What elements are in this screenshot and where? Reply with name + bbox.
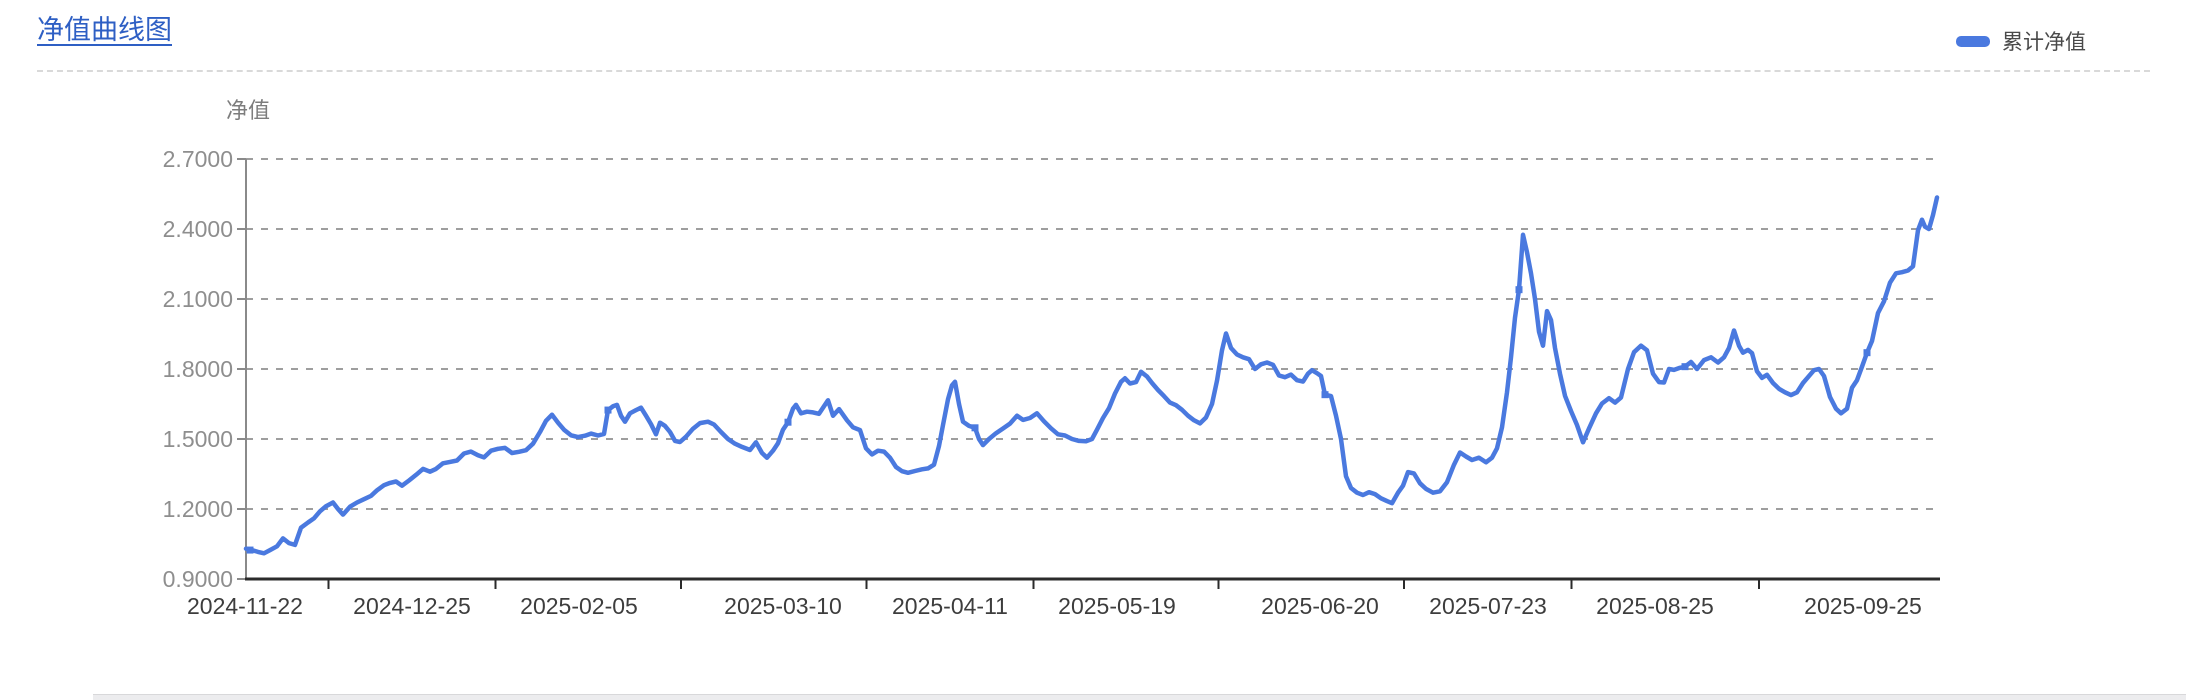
data-point-marker — [1321, 391, 1329, 399]
data-point-marker — [604, 406, 612, 414]
y-tick-label: 1.8000 — [163, 356, 233, 382]
x-tick-label: 2025-09-25 — [1804, 593, 1922, 619]
y-tick-label: 0.9000 — [163, 566, 233, 592]
axes — [237, 158, 1940, 589]
chart-title-link[interactable]: 净值曲线图 — [37, 15, 172, 45]
x-tick-label: 2025-08-25 — [1596, 593, 1714, 619]
x-tick-label: 2025-06-20 — [1261, 593, 1379, 619]
legend-swatch — [1956, 35, 1990, 47]
x-tick-label: 2024-11-22 — [187, 593, 303, 619]
legend-item-cumulative-net-value[interactable]: 累计净值 — [1956, 28, 2086, 54]
gridlines — [246, 158, 1940, 510]
data-point-marker — [246, 546, 254, 554]
x-axis-labels: 2024-11-22 2024-12-25 2025-02-05 2025-03-10… — [187, 593, 1922, 619]
legend-label: 累计净值 — [2002, 31, 2086, 54]
bottom-panel-edge — [93, 694, 2186, 700]
y-axis-title: 净值 — [226, 98, 270, 123]
y-tick-label: 2.4000 — [163, 216, 233, 242]
x-tick-label: 2025-04-11 — [892, 593, 1008, 619]
data-point-marker — [1681, 363, 1689, 371]
x-tick-label: 2025-03-10 — [724, 593, 842, 619]
x-tick-label: 2025-07-23 — [1429, 593, 1547, 619]
data-point-marker — [1515, 286, 1523, 294]
series-cumulative-net-value — [243, 195, 1940, 556]
title-divider — [37, 70, 2150, 72]
y-axis-labels: 2.7000 2.4000 2.1000 1.8000 1.5000 1.2000 0.90… — [163, 146, 233, 592]
y-tick-label: 2.1000 — [163, 286, 233, 312]
data-point-marker — [784, 418, 792, 426]
series-line — [243, 195, 1940, 556]
y-tick-label: 2.7000 — [163, 146, 233, 172]
data-point-marker — [971, 424, 979, 432]
y-tick-label: 1.5000 — [163, 426, 233, 452]
data-point-marker — [1863, 349, 1871, 357]
x-tick-label: 2025-02-05 — [520, 593, 638, 619]
x-tick-label: 2024-12-25 — [353, 593, 471, 619]
y-tick-label: 1.2000 — [163, 496, 233, 522]
x-tick-label: 2025-05-19 — [1058, 593, 1176, 619]
